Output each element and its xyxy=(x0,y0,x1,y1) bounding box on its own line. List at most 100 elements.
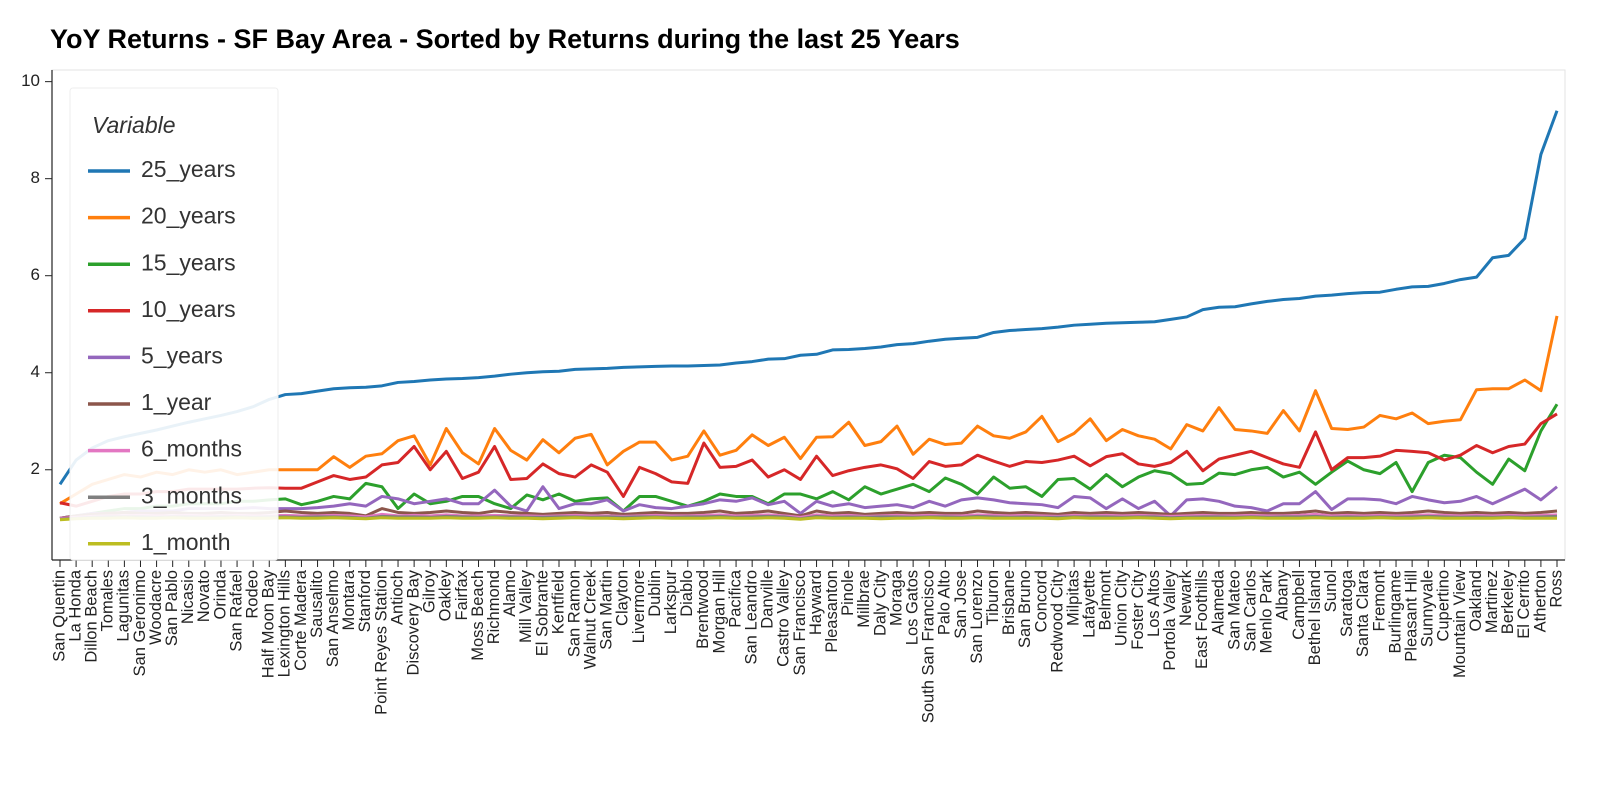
x-tick-label: Mountain View xyxy=(1451,570,1469,678)
legend-label: 15_years xyxy=(141,249,236,275)
x-tick-label: East Foothills xyxy=(1193,570,1211,669)
x-tick-label: San Carlos xyxy=(1242,570,1260,652)
x-tick-label: Moss Beach xyxy=(469,570,487,661)
x-tick-label: Pleasant Hill xyxy=(1402,570,1420,662)
x-tick-label: Richmond xyxy=(485,570,503,644)
x-tick-label: San Rafael xyxy=(227,570,245,652)
x-tick-label: Lafayette xyxy=(1081,570,1099,638)
legend-label: 1_year xyxy=(141,389,212,415)
x-tick-label: Menlo Park xyxy=(1258,569,1276,653)
x-tick-label: Novato xyxy=(195,570,213,622)
x-tick-label: Milpitas xyxy=(1064,570,1082,626)
x-tick-label: Fairfax xyxy=(453,569,471,620)
x-tick-label: La Honda xyxy=(66,569,84,641)
x-tick-label: San Anselmo xyxy=(324,570,342,667)
x-tick-label: Pinole xyxy=(839,570,857,616)
x-tick-label: San Mateo xyxy=(1225,570,1243,650)
x-tick-label: Morgan Hill xyxy=(710,570,728,653)
x-tick-label: Bethel Island xyxy=(1306,570,1324,665)
x-tick-label: San Jose xyxy=(952,570,970,639)
legend-title: Variable xyxy=(92,112,176,138)
x-tick-label: Livermore xyxy=(630,570,648,643)
y-tick-label: 8 xyxy=(31,168,40,187)
legend-label: 20_years xyxy=(141,203,236,229)
x-tick-label: Larkspur xyxy=(662,570,680,635)
series-line xyxy=(59,485,1558,520)
x-tick-label: Mill Valley xyxy=(517,569,535,643)
x-tick-label: Danville xyxy=(759,570,777,629)
x-tick-label: Moraga xyxy=(887,569,905,626)
x-tick-label: Kentfield xyxy=(549,570,567,634)
x-tick-label: Cupertino xyxy=(1435,570,1453,642)
y-tick-label: 10 xyxy=(21,71,40,90)
x-tick-label: Palo Alto xyxy=(936,570,954,635)
series-line xyxy=(59,412,1558,508)
x-tick-label: Tomales xyxy=(99,570,117,631)
x-tick-label: Burlingame xyxy=(1386,570,1404,653)
x-tick-label: Daly City xyxy=(871,569,889,636)
x-tick-label: Fremont xyxy=(1370,570,1388,632)
x-tick-label: Gilroy xyxy=(421,569,439,613)
x-tick-label: San Francisco xyxy=(791,570,809,675)
x-tick-label: San Lorenzo xyxy=(968,570,986,664)
x-tick-label: Brentwood xyxy=(694,570,712,649)
x-tick-label: South San Francisco xyxy=(920,570,938,723)
x-tick-label: Oakland xyxy=(1467,570,1485,631)
y-tick-label: 4 xyxy=(31,362,40,381)
series-line xyxy=(59,403,1559,520)
x-tick-label: Alamo xyxy=(501,570,519,617)
legend-label: 3_months xyxy=(141,482,242,508)
x-tick-label: San Pablo xyxy=(163,570,181,646)
series-line xyxy=(58,110,1559,486)
x-tick-label: Nicasio xyxy=(179,570,197,624)
x-tick-label: Campbell xyxy=(1290,570,1308,640)
x-tick-label: Alameda xyxy=(1209,569,1227,635)
x-tick-label: Los Altos xyxy=(1145,570,1163,637)
x-tick-label: Dillon Beach xyxy=(83,570,101,663)
x-tick-label: Saratoga xyxy=(1338,569,1356,637)
x-tick-label: Discovery Bay xyxy=(404,569,422,675)
x-tick-label: Sunnyvale xyxy=(1419,570,1437,647)
x-tick-label: El Cerrito xyxy=(1515,570,1533,639)
series-line xyxy=(59,315,1559,506)
x-tick-label: Tiburon xyxy=(984,570,1002,625)
x-tick-label: Martinez xyxy=(1483,570,1501,633)
series-line xyxy=(59,507,1558,520)
x-tick-label: Newark xyxy=(1177,569,1195,626)
x-tick-label: Portola Valley xyxy=(1161,569,1179,670)
y-tick-label: 2 xyxy=(31,459,40,478)
x-tick-label: San Geronimo xyxy=(131,570,149,676)
legend-label: 5_years xyxy=(141,342,223,368)
x-tick-label: Santa Clara xyxy=(1354,569,1372,657)
x-tick-label: Concord xyxy=(1032,570,1050,632)
x-tick-label: Redwood City xyxy=(1048,569,1066,672)
x-tick-label: San Leandro xyxy=(743,570,761,665)
x-tick-label: San Quentin xyxy=(50,570,68,662)
x-tick-label: Pacifica xyxy=(726,569,744,628)
x-tick-label: Union City xyxy=(1113,569,1131,646)
x-tick-label: Ross xyxy=(1547,570,1565,608)
x-tick-label: Corte Madera xyxy=(292,569,310,671)
x-tick-label: El Sobrante xyxy=(533,570,551,656)
x-tick-label: Orinda xyxy=(211,569,229,619)
x-tick-label: San Martin xyxy=(598,570,616,650)
x-tick-label: Foster City xyxy=(1129,569,1147,650)
x-tick-label: Lagunitas xyxy=(115,570,133,642)
x-tick-label: Sausalito xyxy=(308,570,326,638)
x-tick-label: Oakley xyxy=(437,569,455,621)
x-tick-label: San Bruno xyxy=(1016,570,1034,648)
plot-frame xyxy=(51,69,1566,561)
x-tick-label: Half Moon Bay xyxy=(260,569,278,678)
chart-title: YoY Returns - SF Bay Area - Sorted by Re… xyxy=(50,24,960,54)
x-tick-label: Castro Valley xyxy=(775,569,793,667)
x-tick-label: Walnut Creek xyxy=(582,569,600,669)
x-tick-label: Atherton xyxy=(1531,570,1549,632)
legend-label: 6_months xyxy=(141,436,242,462)
x-tick-label: Dublin xyxy=(646,570,664,617)
x-tick-label: Belmont xyxy=(1097,570,1115,631)
x-tick-label: Millbrae xyxy=(855,570,873,628)
legend-label: 1_month xyxy=(141,529,231,555)
x-tick-label: Lexington Hills xyxy=(276,570,294,677)
series-line xyxy=(59,516,1557,522)
